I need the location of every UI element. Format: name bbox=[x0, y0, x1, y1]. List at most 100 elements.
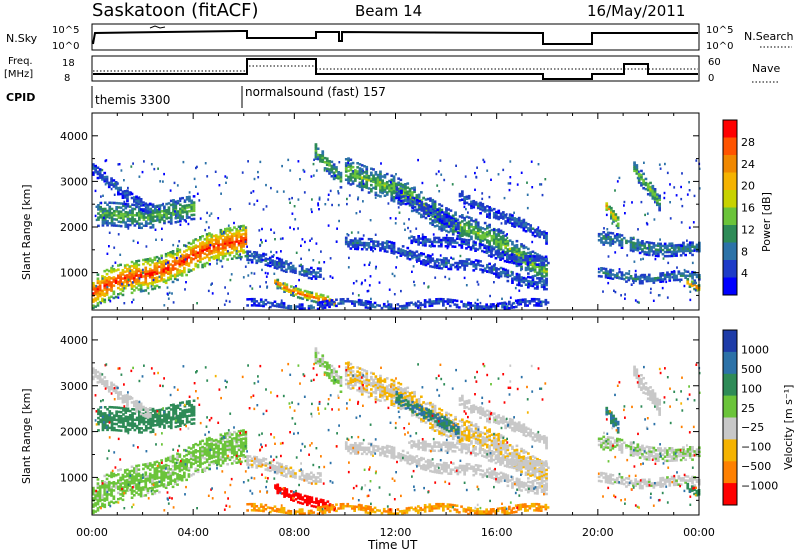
power-cell bbox=[122, 216, 125, 220]
power-cell bbox=[651, 197, 655, 200]
power-cell bbox=[365, 248, 369, 251]
velocity-cell bbox=[103, 497, 107, 500]
velocity-cell bbox=[119, 468, 122, 471]
power-cell bbox=[513, 246, 517, 250]
power-cell bbox=[121, 277, 125, 280]
power-cell bbox=[456, 268, 460, 271]
power-cell bbox=[686, 243, 690, 246]
power-cell bbox=[390, 199, 394, 202]
power-cell bbox=[98, 294, 102, 298]
power-cell bbox=[618, 276, 620, 279]
power-cell bbox=[528, 282, 530, 286]
power-cell bbox=[476, 227, 480, 230]
power-cell bbox=[522, 256, 526, 260]
power-cell bbox=[383, 245, 387, 249]
power-cell bbox=[429, 197, 432, 200]
power-cell bbox=[490, 269, 494, 272]
velocity-cell bbox=[96, 482, 100, 485]
power-cell bbox=[451, 216, 455, 220]
power-cell bbox=[641, 250, 644, 253]
power-cell bbox=[533, 259, 536, 262]
velocity-cell bbox=[235, 432, 239, 436]
power-cell bbox=[137, 241, 139, 244]
power-cell bbox=[294, 307, 297, 310]
power-cell bbox=[123, 190, 127, 193]
power-cell bbox=[337, 173, 340, 176]
power-cell bbox=[531, 250, 535, 253]
velocity-cell bbox=[205, 439, 209, 443]
velocity-cell bbox=[133, 483, 136, 487]
power-cell bbox=[239, 258, 242, 261]
power-cell bbox=[506, 271, 510, 275]
power-cell bbox=[539, 302, 543, 305]
power-cell bbox=[611, 277, 615, 280]
power-cell bbox=[348, 256, 350, 260]
velocity-cell bbox=[199, 440, 202, 444]
power-cell bbox=[405, 306, 409, 309]
velocity-cell bbox=[183, 459, 186, 462]
velocity-cell bbox=[208, 443, 211, 446]
power-cell bbox=[135, 278, 138, 281]
power-cell bbox=[164, 254, 168, 258]
power-cell bbox=[158, 218, 162, 222]
power-cell bbox=[151, 219, 155, 223]
power-cell bbox=[469, 304, 473, 307]
power-cell bbox=[124, 213, 128, 216]
power-cell bbox=[538, 277, 542, 280]
velocity-cell bbox=[214, 445, 218, 448]
power-cell bbox=[470, 204, 473, 208]
power-cell bbox=[524, 283, 528, 286]
velocity-cell bbox=[226, 438, 229, 441]
power-cell bbox=[367, 179, 371, 182]
power-cell bbox=[440, 260, 444, 264]
power-cell bbox=[645, 279, 649, 283]
power-cell bbox=[661, 286, 664, 290]
power-cell bbox=[385, 242, 389, 245]
power-cell bbox=[130, 269, 134, 272]
power-cell bbox=[160, 266, 163, 270]
power-cell bbox=[644, 187, 648, 191]
power-cell bbox=[433, 204, 437, 207]
power-cell bbox=[489, 303, 493, 306]
power-cell bbox=[167, 278, 170, 282]
power-cell bbox=[366, 290, 369, 293]
power-cell bbox=[653, 192, 657, 195]
power-cell bbox=[160, 262, 163, 266]
power-cell bbox=[664, 162, 666, 166]
power-cell bbox=[428, 238, 432, 241]
power-cell bbox=[205, 220, 208, 224]
power-cell bbox=[126, 223, 130, 227]
power-cell bbox=[517, 301, 520, 304]
velocity-cell bbox=[205, 437, 209, 441]
power-cell bbox=[242, 226, 245, 230]
power-cell bbox=[602, 271, 606, 274]
power-cell bbox=[208, 238, 211, 241]
power-cell bbox=[406, 202, 410, 205]
power-cell bbox=[126, 282, 129, 285]
power-cell bbox=[99, 216, 102, 219]
power-cell bbox=[117, 210, 121, 213]
velocity-heatmap bbox=[92, 347, 701, 516]
power-cell bbox=[520, 265, 523, 269]
power-cell bbox=[358, 169, 362, 172]
power-cell bbox=[169, 269, 173, 272]
power-cell bbox=[445, 207, 448, 210]
power-cell bbox=[544, 259, 548, 263]
power-cell bbox=[188, 205, 191, 209]
power-cell bbox=[349, 175, 353, 178]
power-cell bbox=[282, 302, 286, 305]
power-cell bbox=[527, 279, 530, 283]
power-cell bbox=[372, 178, 375, 181]
power-cell bbox=[410, 254, 414, 258]
power-cell bbox=[537, 304, 541, 307]
power-cell bbox=[438, 266, 441, 270]
power-cell bbox=[540, 233, 544, 236]
velocity-cell bbox=[105, 483, 109, 487]
power-cell bbox=[126, 191, 129, 195]
power-cell bbox=[356, 172, 359, 175]
power-cell bbox=[638, 279, 642, 283]
power-cell bbox=[381, 243, 384, 246]
power-cell bbox=[148, 271, 152, 275]
power-cell bbox=[233, 234, 236, 237]
power-cell bbox=[546, 301, 550, 304]
